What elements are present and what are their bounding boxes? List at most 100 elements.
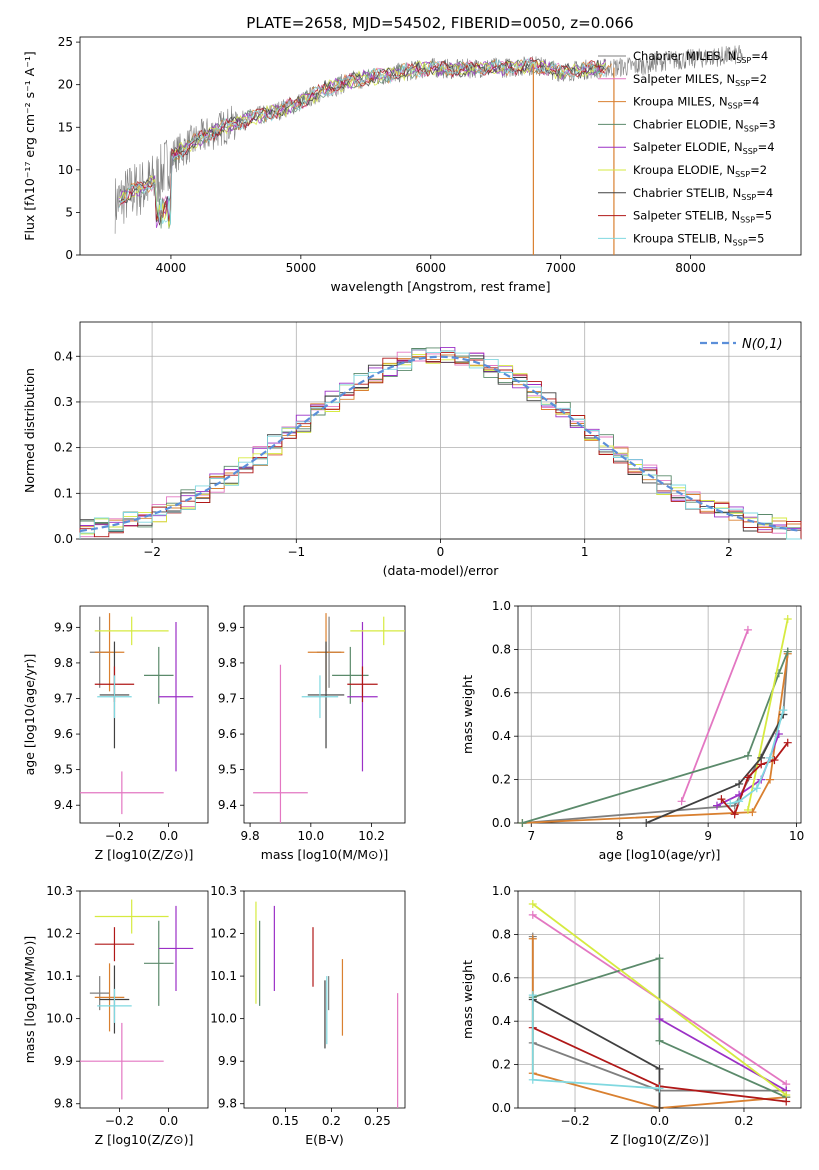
x-axis-label: (data-model)/error — [383, 563, 500, 578]
mass-vs-metallicity-panel: −0.2 0.0 9.8 9.9 10.0 10.1 10.2 10.3 Z [log10(Z/… — [22, 884, 209, 1147]
y-tick-label: 9.5 — [218, 763, 237, 777]
weight-point-marker — [655, 1104, 664, 1112]
y-tick-label: 9.6 — [218, 727, 237, 741]
y-axis-label: mass weight — [460, 960, 475, 1039]
weight-point-marker — [528, 910, 537, 919]
weight-point-marker — [743, 751, 752, 760]
x-tick-label: 4000 — [156, 261, 187, 275]
y-tick-label: 9.4 — [218, 798, 237, 812]
weight-point-marker — [757, 760, 766, 769]
y-tick-label: 10.3 — [46, 884, 73, 898]
model-spectrum-line-7 — [118, 57, 606, 224]
weight-point-marker — [743, 625, 752, 634]
y-axis-label: Normed distribution — [22, 368, 37, 493]
y-tick-label: 0.4 — [54, 349, 73, 363]
x-axis-label: E(B-V) — [305, 1132, 344, 1147]
weight-series-line-3 — [522, 651, 789, 824]
plot-frame — [243, 890, 406, 1109]
x-axis-label: age [log10(age/yr)] — [599, 847, 721, 862]
weight-point-marker — [726, 799, 735, 808]
y-tick-label: 9.9 — [218, 1054, 237, 1068]
legend-entry-4: Salpeter ELODIE, NSSP=4 — [633, 140, 775, 156]
plot-frame — [79, 890, 209, 1109]
x-tick-label: 0.2 — [322, 1114, 341, 1128]
weight-series-line-0 — [522, 651, 789, 824]
y-tick-label: 10.0 — [210, 1012, 237, 1026]
y-tick-label: 0.3 — [54, 395, 73, 409]
x-tick-label: −2 — [143, 545, 161, 559]
legend-entry-0: Chabrier MILES, NSSP=4 — [633, 49, 768, 65]
weight-point-marker — [783, 647, 792, 656]
y-tick-label: 0.0 — [492, 816, 511, 830]
y-tick-label: 9.9 — [54, 620, 73, 634]
legend-entry-8: Kroupa STELIB, NSSP=5 — [633, 231, 764, 247]
weight-point-marker — [655, 1084, 664, 1093]
y-tick-label: 0 — [65, 248, 73, 262]
y-tick-label: 9.8 — [54, 656, 73, 670]
x-tick-label: 10.0 — [297, 829, 324, 843]
x-tick-label: −0.2 — [105, 1114, 134, 1128]
x-tick-label: 10.2 — [358, 829, 385, 843]
y-tick-label: 0.4 — [492, 1014, 511, 1028]
y-tick-label: 9.9 — [218, 620, 237, 634]
x-tick-label: 7000 — [545, 261, 576, 275]
weight-point-marker — [528, 934, 537, 943]
y-tick-label: 0.6 — [492, 686, 511, 700]
y-tick-label: 9.5 — [54, 763, 73, 777]
y-tick-label: 0.2 — [492, 773, 511, 787]
weight-vs-metallicity-panel: −0.2 0.0 0.2 0.0 0.2 0.4 0.6 0.8 1.0 Z [log10(Z/Z… — [460, 884, 802, 1147]
weight-point-marker — [752, 784, 761, 793]
weight-point-marker — [783, 738, 792, 747]
weight-point-marker — [655, 954, 664, 963]
x-tick-label: −1 — [287, 545, 305, 559]
mass-vs-extinction-panel: 0.15 0.2 0.25 9.8 9.9 10.0 10.1 10.2 10.3 E(B-V) — [210, 884, 406, 1147]
weight-point-marker — [677, 797, 686, 806]
y-tick-label: 10.0 — [46, 1012, 73, 1026]
weight-point-marker — [748, 808, 757, 817]
y-tick-label: 25 — [58, 35, 73, 49]
x-tick-label: 0 — [437, 545, 445, 559]
x-tick-label: −0.2 — [105, 829, 134, 843]
age-vs-metallicity-panel: −0.2 0.0 9.4 9.5 9.6 9.7 9.8 9.9 Z [log10(Z/Z⊙)]… — [22, 605, 209, 862]
weight-point-marker — [779, 706, 788, 715]
x-tick-label: 0.15 — [272, 1114, 299, 1128]
y-tick-label: 20 — [58, 78, 73, 92]
x-tick-label: 0.0 — [650, 1114, 669, 1128]
y-tick-label: 0.4 — [492, 729, 511, 743]
x-tick-label: 0.25 — [364, 1114, 391, 1128]
age-vs-mass-panel: 9.8 10.0 10.2 9.4 9.5 9.6 9.7 9.8 9.9 mass [log10… — [218, 605, 406, 862]
weight-point-marker — [782, 1097, 791, 1106]
model-spectrum-line-2 — [118, 59, 612, 227]
y-tick-label: 5 — [65, 205, 73, 219]
plot-frame — [79, 36, 802, 256]
weight-point-marker — [766, 775, 775, 784]
x-tick-label: 1 — [581, 545, 589, 559]
weight-point-marker — [735, 779, 744, 788]
y-axis-label: Flux [fλ10⁻¹⁷ erg cm⁻² s⁻¹ A⁻¹] — [22, 51, 37, 240]
weight-point-marker — [528, 1075, 537, 1084]
y-tick-label: 9.8 — [218, 1097, 237, 1111]
x-axis-label: Z [log10(Z/Z⊙)] — [95, 1132, 194, 1147]
y-tick-label: 9.8 — [218, 656, 237, 670]
weight-point-marker — [642, 819, 651, 827]
weight-point-marker — [730, 810, 739, 819]
y-tick-label: 0.0 — [492, 1101, 511, 1115]
y-tick-label: 9.7 — [218, 691, 237, 705]
weight-point-marker — [655, 1015, 664, 1024]
weight-point-marker — [528, 900, 537, 909]
y-tick-label: 0.0 — [54, 532, 73, 546]
spectrum-panel: 4000 5000 6000 7000 8000 0 5 10 15 20 25 wavelength… — [22, 35, 802, 294]
y-tick-label: 10.3 — [210, 884, 237, 898]
legend-entry-5: Kroupa ELODIE, NSSP=2 — [633, 163, 767, 179]
weight-vs-age-panel: 7 8 9 10 0.0 0.2 0.4 0.6 0.8 1.0 age [log10(age/yr… — [460, 599, 804, 862]
legend-entry-1: Salpeter MILES, NSSP=2 — [633, 72, 767, 88]
legend-entry-2: Kroupa MILES, NSSP=4 — [633, 95, 759, 111]
plot-frame — [517, 605, 802, 824]
x-tick-label: 5000 — [286, 261, 317, 275]
x-tick-label: 0.0 — [159, 1114, 178, 1128]
weight-point-marker — [743, 805, 752, 814]
x-axis-label: Z [log10(Z/Z⊙)] — [95, 847, 194, 862]
weight-series-line-6 — [645, 714, 785, 824]
y-tick-label: 0.2 — [492, 1058, 511, 1072]
y-tick-label: 0.2 — [54, 441, 73, 455]
